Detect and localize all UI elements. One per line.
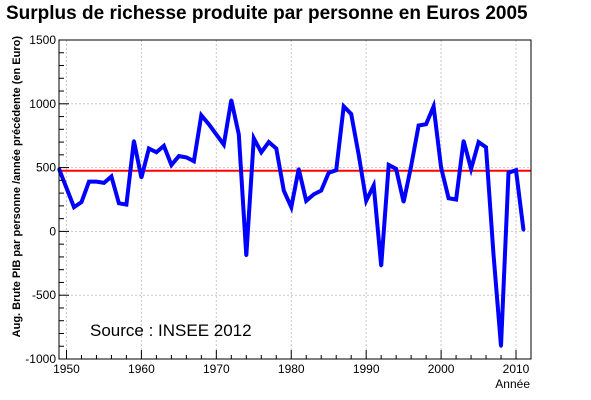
y-tick-label: -500: [32, 288, 56, 302]
data-point: [447, 196, 451, 200]
x-tick-label: 2000: [428, 362, 455, 376]
data-point: [207, 122, 211, 126]
data-point: [199, 113, 203, 117]
data-point: [394, 167, 398, 171]
x-tick-label: 2010: [503, 362, 530, 376]
x-axis-label: Année: [495, 377, 530, 391]
x-tick-label: 1950: [53, 362, 80, 376]
data-point: [132, 139, 136, 143]
data-point: [297, 167, 301, 171]
plot-frame: [58, 39, 532, 360]
data-point: [364, 199, 368, 203]
data-point: [289, 205, 293, 209]
data-point: [102, 181, 106, 185]
data-point: [64, 186, 68, 190]
data-point: [372, 183, 376, 187]
data-point: [267, 140, 271, 144]
source-annotation: Source : INSEE 2012: [90, 321, 252, 340]
data-point: [387, 163, 391, 167]
data-point: [154, 150, 158, 154]
data-point: [162, 144, 166, 148]
data-point: [259, 150, 263, 154]
ticks: [59, 39, 532, 360]
data-point: [507, 171, 511, 175]
data-point: [432, 104, 436, 108]
y-tick-label: 0: [49, 224, 56, 238]
chart-title: Surplus de richesse produite par personn…: [6, 3, 528, 24]
data-point: [342, 104, 346, 108]
data-point: [109, 175, 113, 179]
data-point: [139, 176, 143, 180]
data-point: [244, 254, 248, 258]
data-point: [237, 132, 241, 136]
data-point: [439, 166, 443, 170]
data-point: [484, 145, 488, 149]
data-point: [117, 201, 121, 205]
x-tick-label: 1960: [128, 362, 155, 376]
data-point: [462, 139, 466, 143]
x-tick-labels: 1950 1960 1970 1980 1990 2000 2010: [53, 362, 530, 376]
data-point: [79, 200, 83, 204]
data-point: [274, 146, 278, 150]
data-point: [319, 189, 323, 193]
data-point: [402, 200, 406, 204]
data-point: [522, 228, 526, 232]
x-tick-label: 1990: [353, 362, 380, 376]
data-point: [147, 146, 151, 150]
data-point: [327, 171, 331, 175]
x-tick-label: 1970: [203, 362, 230, 376]
data-point: [124, 203, 128, 207]
data-point: [334, 168, 338, 172]
y-tick-label: -1000: [25, 352, 56, 366]
data-point: [477, 140, 481, 144]
data-point: [184, 155, 188, 159]
data-point: [349, 112, 353, 116]
data-point: [469, 167, 473, 171]
data-point: [304, 199, 308, 203]
data-point: [357, 153, 361, 157]
data-point: [409, 164, 413, 168]
data-point: [87, 180, 91, 184]
data-point: [514, 168, 518, 172]
y-tick-label: 1000: [29, 97, 56, 111]
data-point: [169, 163, 173, 167]
y-tick-label: 500: [36, 161, 56, 175]
data-point: [72, 205, 76, 209]
data-point: [499, 344, 503, 348]
data-point: [252, 136, 256, 140]
data-point: [312, 192, 316, 196]
data-point: [192, 159, 196, 163]
data-point: [282, 189, 286, 193]
data-point: [214, 132, 218, 136]
data-point: [417, 123, 421, 127]
data-point: [177, 154, 181, 158]
y-tick-label: 1500: [29, 33, 56, 47]
data-point: [379, 264, 383, 268]
data-point: [229, 98, 233, 102]
data-point: [424, 122, 428, 126]
y-tick-labels: -1000 -500 0 500 1000 1500: [25, 33, 56, 366]
y-axis-label: Aug. Brute PIB par personne /année précé…: [11, 36, 23, 338]
series-layer: [57, 98, 526, 348]
data-point: [94, 180, 98, 184]
data-point: [492, 252, 496, 256]
x-tick-label: 1980: [278, 362, 305, 376]
data-point: [222, 143, 226, 147]
data-point: [454, 198, 458, 201]
